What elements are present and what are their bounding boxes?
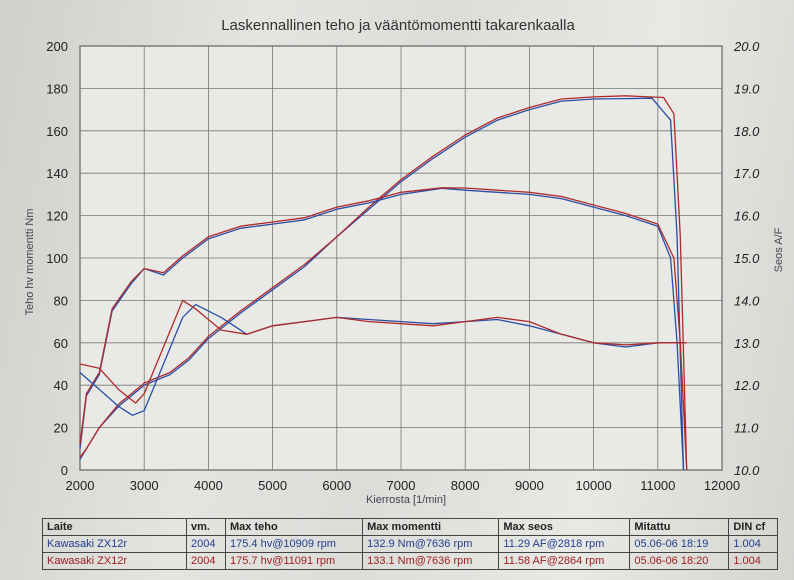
series-line-momentti-run-1 [79,187,685,471]
y2-axis-ticks: 10.0 11.0 12.0 13.0 14.0 15.0 16.0 17.0 18.0 19.0… [733,39,760,478]
x-axis-label: Kierrosta [1/min] [366,494,446,506]
y-tick-label: 0 [61,463,68,478]
dyno-chart: Laskennallinen teho ja vääntömomentti ta… [24,17,785,506]
header-laite: Laite [42,518,187,536]
chart-title: Laskennallinen teho ja vääntömomentti ta… [221,17,575,34]
x-tick-label: 6000 [322,478,351,493]
series-line-momentti-run-2 [79,187,688,471]
cell-max-teho: 175.4 hv@10909 rpm [224,535,364,553]
grid-lines [79,45,723,471]
y2-tick-label: 12.0 [734,378,760,393]
series-line-teho-run-1 [79,97,685,471]
x-tick-label: 2000 [66,478,95,493]
y2-tick-label: 17.0 [734,166,760,181]
cell-mitattu: 05.06-06 18:19 [629,535,730,553]
x-tick-label: 10000 [576,478,612,493]
cell-mitattu: 05.06-06 18:20 [629,552,730,570]
header-din-cf: DIN cf [728,518,778,536]
cell-laite: Kawasaki ZX12r [42,552,187,570]
y2-tick-label: 15.0 [734,251,760,266]
y2-tick-label: 18.0 [734,124,760,139]
cell-vm: 2004 [186,535,226,553]
cell-max-seos: 11.58 AF@2864 rpm [498,552,631,570]
y-tick-label: 120 [46,209,68,224]
y-tick-label: 20 [54,421,68,436]
cell-laite: Kawasaki ZX12r [42,535,187,553]
y-tick-label: 200 [46,39,68,54]
x-tick-label: 8000 [451,478,480,493]
y2-tick-label: 10.0 [734,463,760,478]
results-header-row: Laite vm. Max teho Max momentti Max seos… [42,518,778,536]
series-line-teho-run-2 [79,95,688,471]
results-row-run-2: Kawasaki ZX12r 2004 175.7 hv@11091 rpm 1… [42,552,778,570]
y2-axis-label: Seos A/F [773,227,785,272]
cell-vm: 2004 [186,552,226,570]
x-tick-label: 11000 [640,478,675,493]
y-tick-label: 80 [54,293,68,308]
y2-tick-label: 13.0 [734,336,760,351]
cell-max-seos: 11.29 AF@2818 rpm [498,535,631,553]
x-tick-label: 7000 [387,478,416,493]
y2-tick-label: 16.0 [734,209,760,224]
results-table: Laite vm. Max teho Max momentti Max seos… [42,518,778,570]
y-tick-label: 140 [46,166,68,181]
header-vm: vm. [186,518,226,536]
header-mitattu: Mitattu [629,518,730,536]
results-row-run-1: Kawasaki ZX12r 2004 175.4 hv@10909 rpm 1… [42,535,778,553]
header-max-seos: Max seos [498,518,631,536]
y-tick-label: 60 [54,336,68,351]
y2-tick-label: 11.0 [734,421,759,436]
cell-din-cf: 1.004 [728,552,778,570]
x-tick-label: 4000 [194,478,223,493]
x-tick-label: 5000 [258,478,287,493]
series-lines [79,95,688,471]
y-tick-label: 180 [46,81,68,96]
cell-max-momentti: 132.9 Nm@7636 rpm [362,535,500,553]
y2-tick-label: 19.0 [734,81,760,96]
y-axis-ticks: 0 20 40 60 80 100 120 140 160 180 200 [46,39,68,478]
x-tick-label: 9000 [515,478,544,493]
y2-tick-label: 14.0 [734,293,760,308]
cell-max-momentti: 133.1 Nm@7636 rpm [362,552,500,570]
x-tick-label: 3000 [130,478,159,493]
x-axis-ticks: 2000 3000 4000 5000 6000 7000 8000 9000 10000 110… [66,478,741,493]
series-line-seos-run-2 [79,299,687,404]
header-max-teho: Max teho [224,518,364,536]
y-tick-label: 160 [46,124,68,139]
y-axis-label: Teho hv momentti Nm [24,209,36,316]
cell-din-cf: 1.004 [728,535,778,553]
y2-tick-label: 20.0 [733,39,760,54]
cell-max-teho: 175.7 hv@11091 rpm [224,552,364,570]
y-tick-label: 100 [46,251,68,266]
y-tick-label: 40 [54,378,68,393]
x-tick-label: 12000 [704,478,740,493]
header-max-momentti: Max momentti [362,518,500,536]
